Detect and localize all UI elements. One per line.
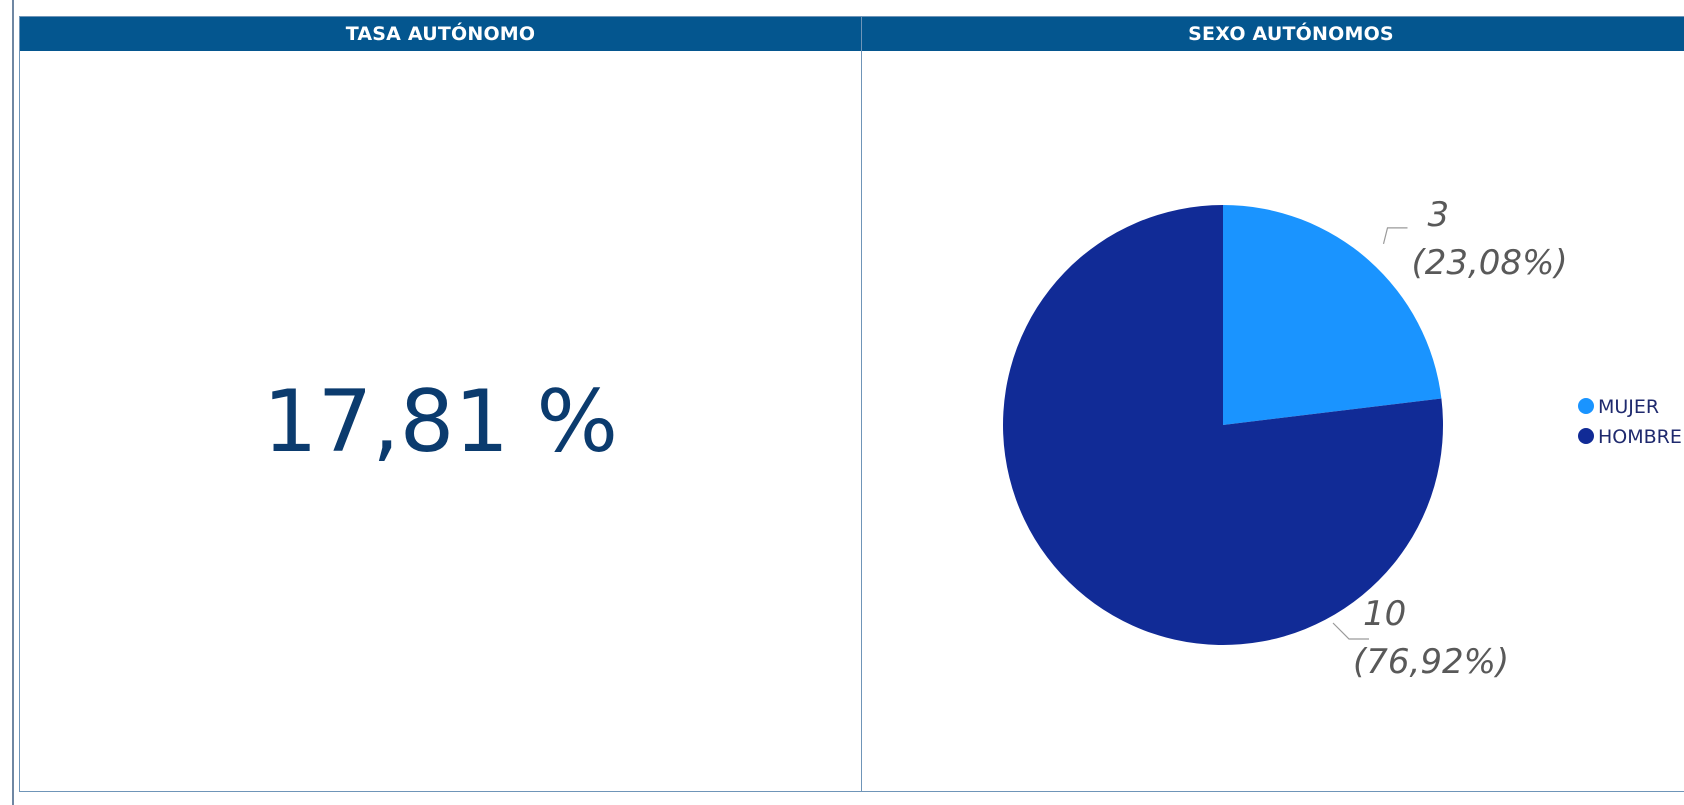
legend-label-hombre[interactable]: HOMBRE bbox=[1598, 426, 1682, 448]
sexo-autonomos-title: SEXO AUTÓNOMOS bbox=[862, 17, 1684, 51]
data-label-value-hombre: 10 bbox=[1363, 594, 1406, 634]
pie-legend: MUJER HOMBRE bbox=[1578, 396, 1682, 448]
data-label-percent-mujer: (23,08%) bbox=[1411, 243, 1567, 283]
pie-slice-hombre[interactable] bbox=[1003, 205, 1444, 645]
sexo-autonomos-card: SEXO AUTÓNOMOS 3 (23,08%) 10 (76,92%) MUJER… bbox=[861, 16, 1684, 792]
sexo-pie-chart: 3 (23,08%) 10 (76,92%) MUJER HOMBRE bbox=[1003, 195, 1682, 682]
legend-label-mujer[interactable]: MUJER bbox=[1598, 396, 1659, 418]
pie-slices bbox=[1003, 205, 1444, 645]
data-label-value-mujer: 3 bbox=[1427, 195, 1449, 235]
tasa-autonomo-title: TASA AUTÓNOMO bbox=[20, 17, 861, 51]
legend-marker-mujer bbox=[1578, 398, 1594, 414]
leader-line-mujer bbox=[1382, 227, 1408, 245]
pie-data-labels: 3 (23,08%) 10 (76,92%) bbox=[1332, 195, 1568, 682]
data-label-percent-hombre: (76,92%) bbox=[1353, 642, 1509, 682]
pie-slice-mujer[interactable] bbox=[1223, 205, 1442, 425]
legend-marker-hombre bbox=[1578, 428, 1594, 444]
tasa-autonomo-value: 17,81 % bbox=[262, 372, 619, 472]
tasa-autonomo-card: TASA AUTÓNOMO 17,81 % bbox=[19, 16, 862, 792]
leader-line-hombre bbox=[1332, 622, 1369, 640]
left-border-rule bbox=[12, 0, 14, 805]
